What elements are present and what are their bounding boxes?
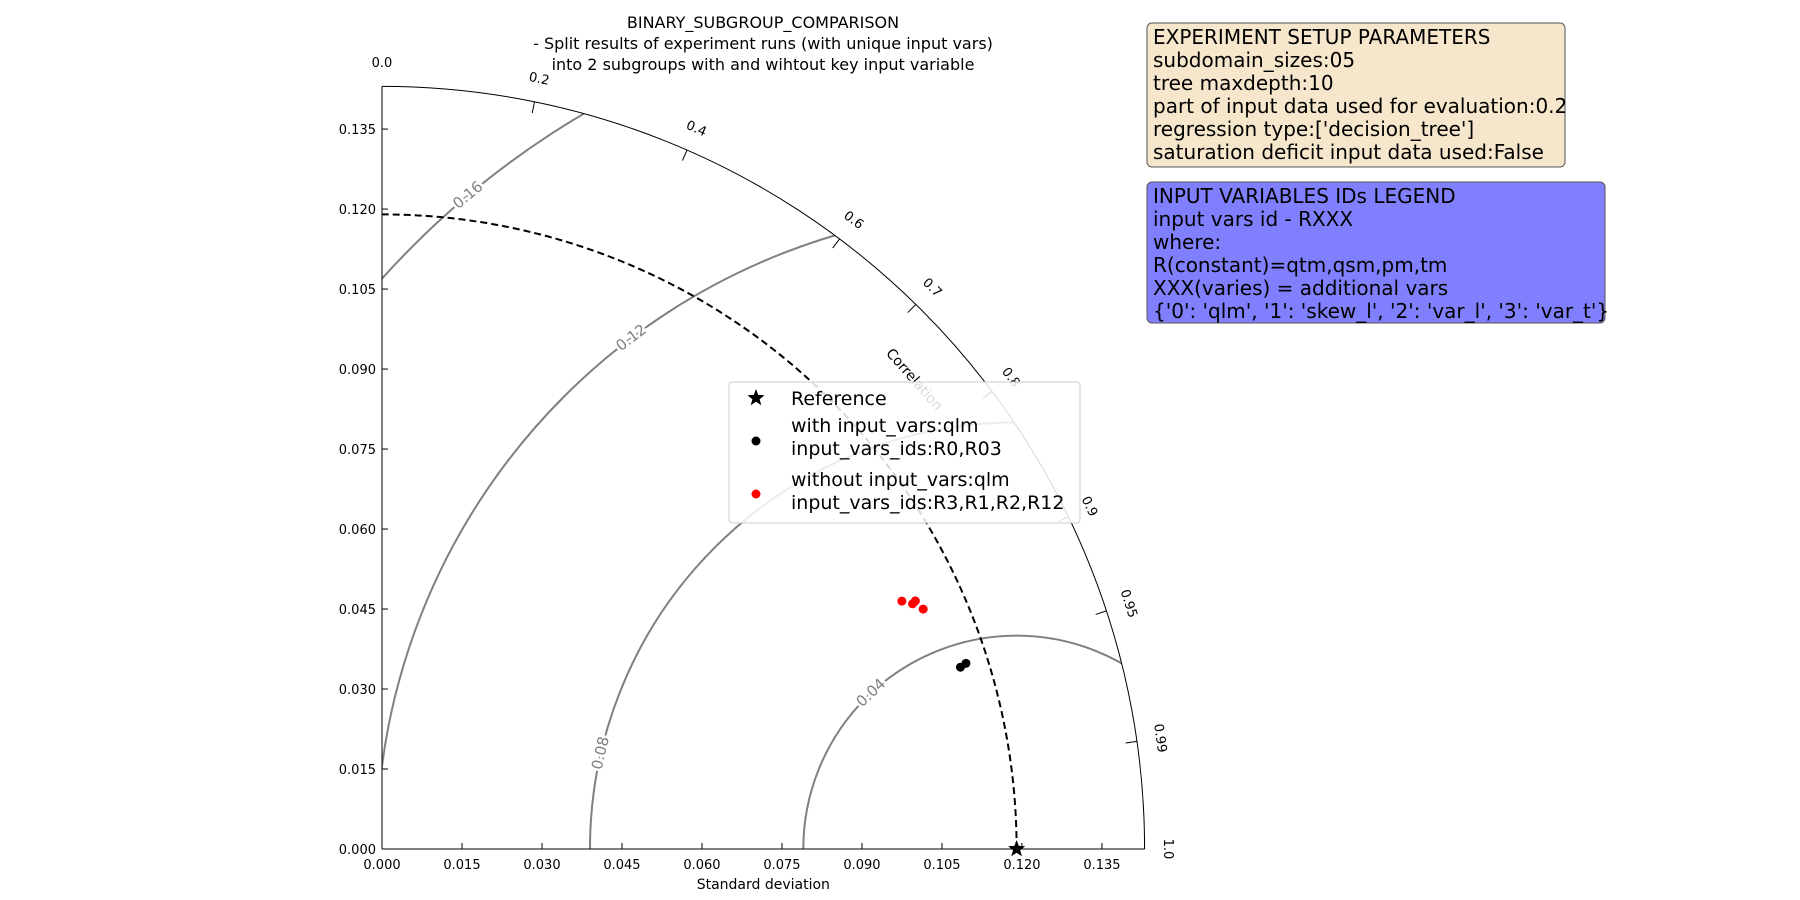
info-box-line: part of input data used for evaluation:0… <box>1153 94 1567 118</box>
info-box-line: input vars id - RXXX <box>1153 207 1353 231</box>
x-tick-label: 0.120 <box>1003 858 1040 873</box>
reference-point <box>1008 840 1026 857</box>
legend-label: without input_vars:qlm input_vars_ids:R3,… <box>791 469 1064 514</box>
y-tick-label: 0.000 <box>339 843 376 858</box>
corr-tick <box>1095 610 1107 615</box>
x-tick-label: 0.060 <box>683 858 720 873</box>
info-box-line: XXX(varies) = additional vars <box>1153 276 1448 300</box>
corr-tick-label: 0.6 <box>841 208 867 232</box>
x-tick-label: 0.045 <box>603 858 640 873</box>
corr-tick-label: 0.95 <box>1117 588 1140 620</box>
info-box-line: where: <box>1153 230 1221 254</box>
x-tick-label: 0.015 <box>443 858 480 873</box>
corr-tick <box>682 149 688 161</box>
data-point <box>910 596 920 606</box>
legend-label: with input_vars:qlm input_vars_ids:R0,R03 <box>791 415 1002 460</box>
y-tick-label: 0.045 <box>339 603 376 618</box>
x-tick-label: 0.135 <box>1083 858 1120 873</box>
y-tick-label: 0.015 <box>339 763 376 778</box>
x-tick-label: 0.075 <box>763 858 800 873</box>
legend-marker <box>747 389 765 406</box>
legend: Reference with input_vars:qlm input_vars_i… <box>728 381 1081 524</box>
y-tick-label: 0.120 <box>339 203 376 218</box>
corr-tick-label: 1.0 <box>1160 839 1175 860</box>
info-box-line: saturation deficit input data used:False <box>1153 140 1544 164</box>
legend-marker <box>751 489 761 499</box>
y-tick-label: 0.075 <box>339 443 376 458</box>
info-box-line: {'0': 'qlm', '1': 'skew_l', '2': 'var_l'… <box>1153 299 1609 323</box>
x-axis-label: Standard deviation <box>697 877 830 893</box>
info-box-bg <box>1146 181 1606 324</box>
x-tick-label: 0.000 <box>363 858 400 873</box>
legend-label: Reference <box>791 388 887 410</box>
x-tick-label: 0.090 <box>843 858 880 873</box>
chart-title: BINARY_SUBGROUP_COMPARISON - Split result… <box>533 13 993 74</box>
info-box-line: EXPERIMENT SETUP PARAMETERS <box>1153 25 1490 49</box>
corr-tick-label: 0.9 <box>1078 494 1101 519</box>
info-box-line: regression type:['decision_tree'] <box>1153 117 1474 141</box>
x-tick-label: 0.030 <box>523 858 560 873</box>
corr-tick-label: 0.0 <box>372 56 393 71</box>
legend-marker <box>751 436 761 446</box>
info-box-line: R(constant)=qtm,qsm,pm,tm <box>1153 253 1447 277</box>
info-box-line: INPUT VARIABLES IDs LEGEND <box>1153 184 1456 208</box>
info-box: EXPERIMENT SETUP PARAMETERSsubdomain_siz… <box>1146 22 1567 168</box>
corr-tick <box>832 238 840 249</box>
y-tick-label: 0.105 <box>339 283 376 298</box>
info-box-bg <box>1146 22 1566 168</box>
corr-tick <box>531 101 536 114</box>
rms-label: 0.08 <box>588 735 613 772</box>
corr-tick-label: 0.2 <box>527 70 550 89</box>
y-tick-label: 0.135 <box>339 123 376 138</box>
rms-contour <box>802 634 1145 849</box>
data-point <box>897 596 907 606</box>
y-tick-label: 0.030 <box>339 683 376 698</box>
data-point <box>961 658 971 668</box>
corr-tick <box>907 304 917 313</box>
data-point <box>918 604 928 614</box>
info-box-line: subdomain_sizes:05 <box>1153 48 1355 72</box>
x-tick-label: 0.105 <box>923 858 960 873</box>
outer-arc <box>381 85 1146 850</box>
info-box-line: tree maxdepth:10 <box>1153 71 1334 95</box>
corr-tick-label: 0.99 <box>1150 723 1169 754</box>
corr-tick <box>1125 740 1138 744</box>
legend-box <box>728 381 1081 524</box>
corr-tick-label: 0.4 <box>684 118 709 140</box>
y-tick-label: 0.060 <box>339 523 376 538</box>
corr-tick-label: 0.7 <box>919 275 944 300</box>
y-tick-label: 0.090 <box>339 363 376 378</box>
